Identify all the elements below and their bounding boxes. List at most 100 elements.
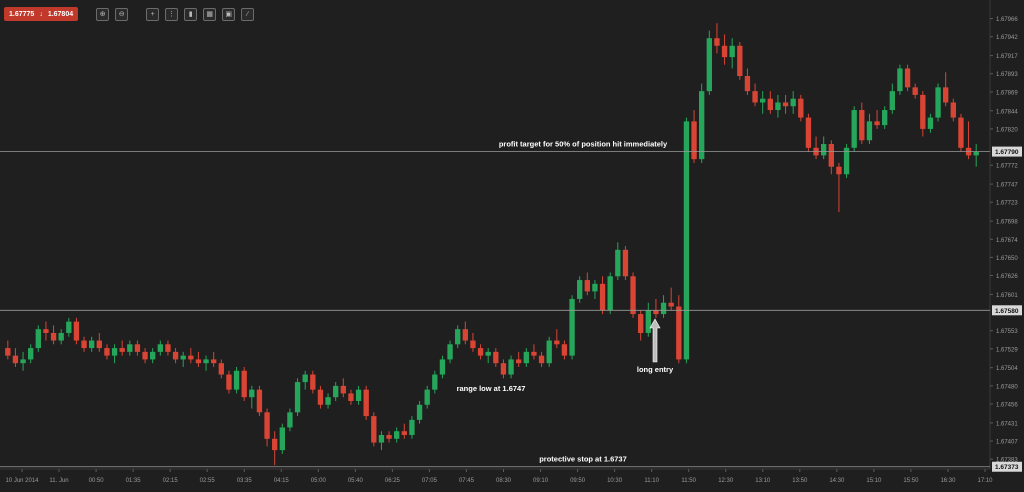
draw-icon[interactable]: ∕ (241, 7, 255, 21)
candle-body (752, 91, 758, 103)
price-tag (992, 146, 1022, 157)
y-tick-label: 1.67529 (996, 347, 1018, 353)
candle-body (355, 389, 362, 401)
annotation-range-low: range low at 1.6747 (457, 384, 526, 393)
candle-body (569, 298, 575, 356)
y-tick-label: 1.67869 (996, 90, 1018, 96)
candle-body (447, 344, 453, 360)
y-tick-label: 1.67820 (996, 127, 1018, 133)
candle-body (256, 389, 263, 413)
candle-body (660, 302, 667, 315)
x-tick-label: 09:50 (570, 478, 586, 484)
candle-body (279, 427, 285, 451)
candle-body (195, 359, 202, 364)
x-tick-label: 14:30 (829, 478, 845, 484)
x-tick-label: 05:00 (311, 478, 327, 484)
y-tick-label: 1.67626 (996, 274, 1018, 280)
x-tick-label: 12:30 (718, 478, 734, 484)
candle-body (317, 389, 324, 405)
x-tick-label: 08:30 (496, 478, 512, 484)
y-tick-label: 1.67966 (996, 17, 1018, 23)
candle-body (516, 359, 522, 364)
candle-body (96, 340, 102, 349)
x-tick-label: 13:50 (792, 478, 808, 484)
crosshair-icon[interactable]: + (146, 7, 160, 21)
y-axis: 1.67966 1.67942 1.67917 1.67893 1.67869 1.678… (990, 17, 1018, 464)
candle-body (904, 68, 911, 88)
candle-body (943, 87, 949, 103)
candle-body (142, 351, 148, 360)
candle-body (500, 363, 507, 375)
y-tick-label: 1.67456 (996, 403, 1018, 409)
candle-body (203, 359, 209, 364)
bar-chart-icon[interactable]: ▮ (184, 7, 198, 21)
up-arrow-icon (649, 318, 661, 363)
y-tick-label: 1.67893 (996, 72, 1018, 78)
candles-icon[interactable]: ⋮ (165, 7, 179, 21)
candle-body (699, 91, 705, 160)
candle-body (340, 385, 346, 394)
zoom-out-icon[interactable]: ⊖ (115, 7, 129, 21)
candle-body (531, 351, 537, 356)
candle-body (310, 374, 316, 390)
x-tick-label: 05:40 (348, 478, 364, 484)
candle-body (843, 147, 850, 175)
annotation-long-entry: long entry (637, 365, 674, 374)
candle-body (470, 340, 476, 349)
candle-body (615, 249, 621, 277)
candle-body (50, 332, 57, 341)
candle-body (89, 340, 95, 349)
candle-body (325, 397, 331, 405)
x-tick-label: 04:15 (274, 478, 290, 484)
candle-body (577, 280, 583, 299)
x-tick-label: 09:10 (533, 478, 549, 484)
candle-body (721, 45, 728, 58)
candle-body (676, 306, 682, 360)
candle-body (35, 329, 41, 349)
candle-body (683, 121, 690, 360)
x-tick-label: 15:50 (903, 478, 919, 484)
grid-icon[interactable]: ▦ (203, 7, 217, 21)
candle-body (546, 340, 552, 364)
candle-body (592, 283, 598, 292)
candle-body (760, 98, 766, 103)
candle-body (287, 412, 293, 428)
candle-body (714, 38, 720, 46)
candle-body (767, 98, 773, 111)
candle-body (401, 431, 407, 435)
candle-body (5, 348, 11, 356)
candle-body (668, 302, 674, 307)
candle-body (150, 351, 156, 360)
candle-body (43, 329, 49, 333)
candle-body (226, 374, 232, 390)
price-box[interactable]: 1.67775 ↓ 1.67804 (4, 7, 79, 21)
horizontal-lines-group[interactable]: 1.67790 profit target for 50% of position… (0, 140, 1022, 472)
candle-body (538, 355, 545, 364)
candle-body (554, 340, 560, 345)
candle-body (790, 98, 796, 107)
x-tick-label: 07:45 (459, 478, 475, 484)
zoom-in-icon[interactable]: ⊕ (96, 7, 110, 21)
photo-icon[interactable]: ▣ (222, 7, 236, 21)
candle-body (134, 344, 141, 352)
candle-body (302, 374, 308, 383)
candle-body (927, 117, 934, 129)
x-axis: 10 Jun 2014 11. Jun 00:50 01:35 02:15 02:55 03… (5, 469, 993, 484)
candle-body (607, 276, 613, 311)
y-tick-label: 1.67407 (996, 440, 1018, 446)
price-tag-label: 1.67790 (995, 149, 1019, 156)
candle-body (874, 121, 880, 126)
y-tick-label: 1.67553 (996, 329, 1018, 335)
candle-body (211, 359, 217, 364)
bid-price: 1.67775 (9, 10, 35, 18)
x-tick-label: 13:10 (755, 478, 771, 484)
candle-body (744, 76, 751, 92)
y-tick-label: 1.67601 (996, 293, 1018, 299)
candle-body (371, 416, 377, 443)
candles-group (5, 23, 979, 466)
candle-body (233, 370, 240, 390)
candle-body (653, 310, 659, 315)
